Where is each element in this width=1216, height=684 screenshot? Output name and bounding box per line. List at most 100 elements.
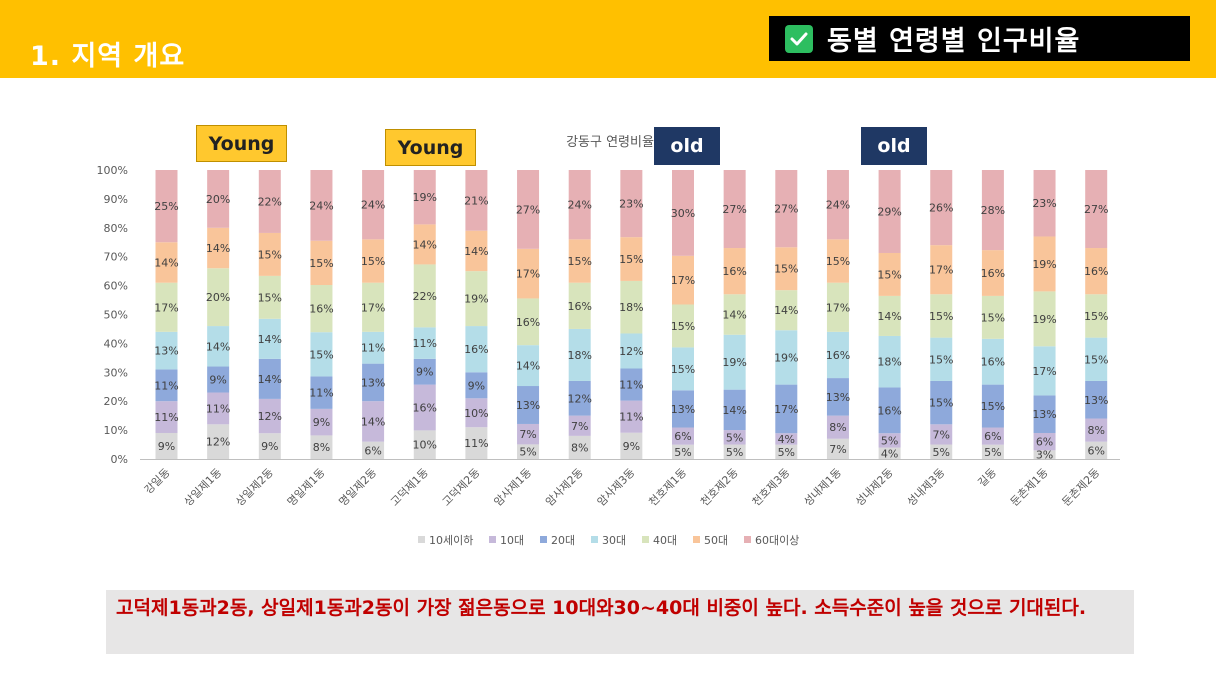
- data-label: 13%: [826, 391, 850, 404]
- bar-segment: [258, 170, 281, 233]
- x-tick-label: 명일제1동: [284, 465, 327, 508]
- bar-segment: [930, 380, 953, 425]
- bar-segment: [310, 376, 333, 409]
- bar-segment: [258, 433, 281, 459]
- data-label: 14%: [464, 245, 488, 258]
- data-label: 12%: [567, 392, 591, 405]
- bar-segment: [620, 170, 643, 238]
- data-label: 14%: [361, 415, 385, 428]
- bar-segment: [620, 237, 643, 281]
- bar-segment: [310, 408, 333, 436]
- data-label: 16%: [981, 267, 1005, 280]
- x-tick-label: 둔촌제1동: [1008, 466, 1051, 509]
- bar-segment: [981, 384, 1004, 428]
- bar-segment: [672, 170, 694, 256]
- old-tag-2: old: [861, 127, 927, 165]
- bar-segment: [517, 248, 540, 299]
- data-label: 16%: [413, 401, 437, 414]
- legend-swatch: [693, 536, 700, 543]
- bar-segment: [1033, 450, 1056, 459]
- bar-segment: [568, 380, 591, 416]
- data-label: 19%: [413, 191, 437, 204]
- bar-segment: [620, 368, 643, 401]
- data-label: 8%: [1087, 424, 1104, 437]
- chart-container: 강동구 연령비율 0% 10% 20% 30% 40% 50% 60% 70% 80% 90% 100…: [90, 118, 1130, 562]
- bar-segment: [362, 239, 385, 283]
- legend-label: 20대: [551, 534, 575, 547]
- y-tick-label: 100%: [97, 164, 128, 177]
- data-label: 17%: [1032, 365, 1056, 378]
- bar-segment: [258, 358, 281, 399]
- bar-segment: [1085, 294, 1108, 338]
- data-label: 20%: [206, 193, 230, 206]
- data-label: 11%: [309, 387, 333, 400]
- data-label: 24%: [826, 199, 850, 212]
- data-label: 13%: [1084, 394, 1108, 407]
- bar-segment: [826, 170, 849, 240]
- legend-label: 40대: [653, 534, 677, 547]
- bar-segment: [1085, 441, 1108, 459]
- bar-segment: [723, 334, 746, 390]
- data-label: 17%: [826, 301, 850, 314]
- chart-title: 강동구 연령비율: [566, 135, 654, 150]
- bar-segment: [723, 170, 746, 249]
- bar-segment: [672, 427, 694, 445]
- bar-segment: [517, 423, 540, 445]
- bar-segment: [1033, 291, 1056, 347]
- data-label: 18%: [877, 356, 901, 369]
- legend-swatch: [418, 536, 425, 543]
- data-label: 14%: [722, 404, 746, 417]
- data-label: 15%: [1084, 353, 1108, 366]
- bar-segment: [775, 170, 798, 248]
- badge-title: 동별 연령별 인구비율: [769, 16, 1190, 61]
- bar-segment: [878, 433, 901, 448]
- data-label: 19%: [1032, 258, 1056, 271]
- data-label: 17%: [671, 274, 695, 287]
- data-label: 18%: [619, 301, 643, 314]
- data-label: 7%: [933, 428, 950, 441]
- bar-segment: [826, 331, 849, 379]
- bar-segment: [517, 444, 540, 459]
- data-label: 15%: [929, 397, 953, 410]
- bar-segment: [568, 170, 591, 240]
- bar-segment: [1033, 346, 1056, 396]
- y-tick-label: 70%: [104, 251, 128, 264]
- data-label: 14%: [258, 333, 282, 346]
- bar-segment: [568, 415, 591, 436]
- y-tick-label: 60%: [104, 280, 128, 293]
- bar-segment: [723, 430, 746, 445]
- bar-segment: [465, 427, 488, 459]
- legend-label: 10대: [500, 534, 524, 547]
- data-label: 19%: [722, 356, 746, 369]
- data-label: 6%: [364, 444, 381, 457]
- data-label: 15%: [619, 253, 643, 266]
- y-tick-label: 90%: [104, 193, 128, 206]
- data-label: 29%: [877, 205, 901, 218]
- legend-swatch: [642, 536, 649, 543]
- data-label: 17%: [929, 264, 953, 277]
- bar-segment: [310, 332, 333, 377]
- bar-segment: [155, 242, 178, 283]
- y-tick-label: 30%: [104, 366, 128, 379]
- bar-segment: [672, 444, 694, 459]
- bar-segment: [1085, 418, 1108, 442]
- data-label: 11%: [154, 411, 178, 424]
- data-label: 16%: [567, 300, 591, 313]
- legend-label: 50대: [704, 534, 728, 547]
- bar-segment: [1033, 395, 1056, 433]
- data-label: 27%: [516, 203, 540, 216]
- bar-segment: [826, 378, 849, 416]
- bar-segment: [1033, 432, 1056, 451]
- bar-segment: [207, 326, 230, 367]
- data-label: 5%: [674, 446, 691, 459]
- data-label: 24%: [567, 199, 591, 212]
- data-label: 27%: [1084, 203, 1108, 216]
- data-label: 13%: [361, 376, 385, 389]
- x-tick-label: 고덕제2동: [440, 466, 483, 509]
- data-label: 11%: [413, 337, 437, 350]
- bar-segment: [155, 432, 178, 459]
- data-label: 15%: [567, 255, 591, 268]
- legend-label: 10세이하: [429, 533, 473, 547]
- data-label: 15%: [258, 291, 282, 304]
- data-label: 17%: [774, 403, 798, 416]
